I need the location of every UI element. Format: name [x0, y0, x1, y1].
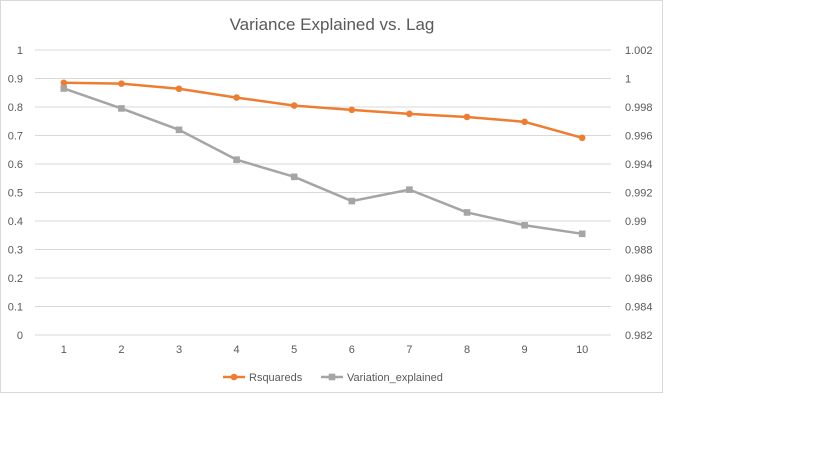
data-point — [118, 105, 125, 112]
data-point — [290, 102, 298, 109]
left-tick-label: 0.5 — [8, 188, 23, 200]
data-point — [290, 173, 298, 181]
data-point — [463, 209, 471, 216]
x-tick-label: 5 — [291, 344, 297, 356]
data-point — [175, 126, 183, 134]
chart-title: Variance Explained vs. Lag — [230, 15, 435, 34]
x-axis-ticks: 1 2 3 4 5 6 7 8 9 10 — [61, 344, 589, 356]
series-line-rsquareds — [63, 81, 583, 139]
gridlines — [35, 49, 611, 336]
x-tick-label: 9 — [522, 344, 528, 356]
left-tick-label: 0.2 — [8, 273, 23, 285]
data-point — [406, 186, 413, 193]
data-point — [521, 118, 528, 126]
x-tick-label: 2 — [118, 344, 124, 356]
left-tick-label: 0.4 — [8, 216, 23, 228]
x-tick-label: 3 — [176, 344, 182, 356]
right-tick-label: 1 — [625, 74, 631, 86]
chart-area: Variance Explained vs. Lag 0 0.1 0.2 0.3 0.4… — [0, 0, 663, 393]
right-tick-label: 0.994 — [625, 159, 653, 171]
line-chart: Variance Explained vs. Lag 0 0.1 0.2 0.3 0.4… — [8, 15, 653, 384]
data-point — [60, 79, 68, 87]
x-tick-label: 4 — [234, 344, 240, 356]
left-tick-label: 0 — [17, 330, 23, 342]
legend-label: Variation_explained — [347, 372, 443, 384]
right-tick-label: 1.002 — [625, 45, 653, 57]
legend-label: Rsquareds — [249, 372, 303, 384]
legend-marker — [328, 373, 336, 381]
x-tick-label: 7 — [406, 344, 412, 356]
left-tick-label: 0.7 — [8, 131, 23, 143]
right-tick-label: 0.998 — [625, 102, 653, 114]
data-point — [348, 106, 356, 114]
right-axis-ticks: 0.982 0.984 0.986 0.988 0.99 0.992 0.994 0.996 0… — [625, 45, 653, 342]
legend-marker — [230, 373, 238, 381]
right-tick-label: 0.996 — [625, 131, 653, 143]
data-point — [578, 230, 586, 238]
x-tick-label: 10 — [576, 344, 588, 356]
right-tick-label: 0.99 — [625, 216, 646, 228]
right-tick-label: 0.982 — [625, 330, 653, 342]
left-tick-label: 0.3 — [8, 245, 23, 257]
data-point — [463, 113, 471, 121]
right-tick-label: 0.984 — [625, 302, 653, 314]
left-tick-label: 0.9 — [8, 74, 23, 86]
data-point — [348, 197, 356, 205]
right-tick-label: 0.992 — [625, 188, 653, 200]
left-axis-ticks: 0 0.1 0.2 0.3 0.4 0.5 0.6 0.7 0.8 0.9 1 — [8, 45, 23, 342]
series-lines — [60, 79, 586, 238]
right-tick-label: 0.986 — [625, 273, 653, 285]
x-tick-label: 8 — [464, 344, 470, 356]
legend: Rsquareds Variation_explained — [223, 372, 443, 384]
data-point — [578, 134, 586, 142]
data-point — [406, 110, 413, 118]
left-tick-label: 0.1 — [8, 302, 23, 314]
data-point — [118, 80, 125, 87]
data-point — [233, 94, 240, 101]
data-point — [175, 85, 183, 93]
right-tick-label: 0.988 — [625, 245, 653, 257]
data-point — [521, 221, 528, 229]
left-tick-label: 0.6 — [8, 159, 23, 171]
series-line-variation_explained — [63, 87, 583, 236]
data-point — [233, 156, 240, 164]
left-tick-label: 1 — [17, 45, 23, 57]
data-point — [60, 85, 68, 92]
x-tick-label: 6 — [349, 344, 355, 356]
left-tick-label: 0.8 — [8, 102, 23, 114]
x-tick-label: 1 — [61, 344, 67, 356]
